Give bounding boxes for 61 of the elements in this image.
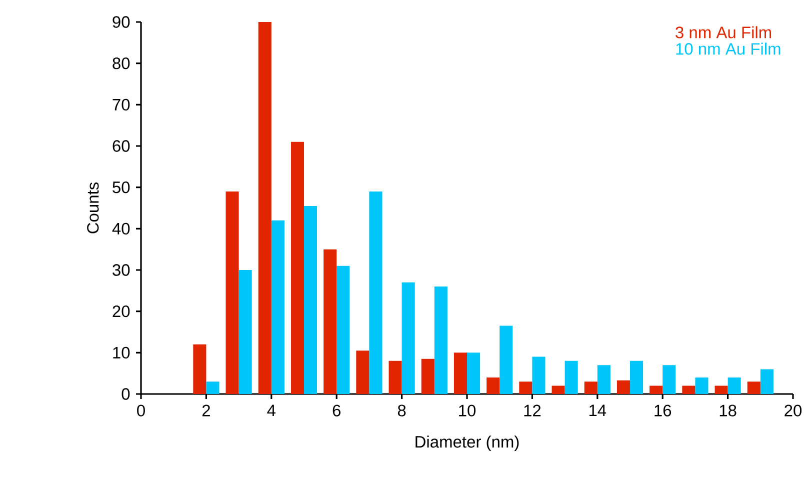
bar — [336, 266, 350, 394]
x-tick-label: 20 — [784, 404, 802, 416]
bar — [500, 326, 513, 394]
bar — [434, 286, 448, 394]
bar — [238, 270, 252, 394]
y-tick-label: 10 — [113, 346, 130, 359]
y-tick-label: 50 — [112, 182, 130, 194]
x-tick-label: 18 — [720, 404, 736, 416]
bar — [760, 369, 774, 394]
bar — [388, 360, 402, 394]
bar — [682, 386, 696, 394]
x-tick-label: 16 — [654, 404, 672, 416]
bar — [402, 282, 415, 394]
x-tick-label: 12 — [524, 404, 541, 416]
y-tick-label: 90 — [112, 16, 130, 28]
bar — [258, 22, 272, 394]
bar — [304, 206, 318, 394]
bar — [206, 382, 220, 394]
y-tick-label: 30 — [112, 264, 130, 276]
bar — [226, 191, 239, 394]
bar — [552, 386, 565, 394]
y-tick-label: 20 — [112, 306, 130, 318]
bar — [421, 358, 434, 394]
bar — [356, 350, 370, 394]
x-tick-label: 14 — [589, 404, 606, 416]
bar — [564, 360, 578, 394]
bar — [532, 356, 546, 394]
bar — [630, 360, 644, 394]
y-axis-title: Counts — [87, 182, 99, 234]
bar — [747, 382, 760, 394]
y-tick-label: 80 — [112, 58, 130, 70]
x-tick-label: 8 — [398, 404, 406, 416]
bar — [290, 142, 304, 394]
x-tick-label: 2 — [202, 404, 210, 416]
text: 3 nm Au Film — [676, 26, 772, 38]
y-tick-label: 70 — [112, 98, 130, 111]
bar — [714, 386, 728, 394]
bar — [454, 352, 468, 394]
bar — [486, 377, 500, 394]
bar — [519, 382, 532, 394]
bar — [369, 191, 382, 394]
bar — [584, 382, 598, 394]
bar — [324, 249, 337, 394]
x-tick-label: 10 — [459, 404, 476, 416]
x-tick-label: 0 — [137, 404, 145, 416]
y-tick-label: 40 — [112, 222, 130, 235]
text: 10 nm Au Film — [676, 42, 780, 55]
x-tick-label: 4 — [267, 404, 276, 416]
bar — [662, 365, 676, 394]
x-tick-label: 6 — [332, 404, 340, 416]
bar — [467, 352, 480, 394]
bar — [193, 344, 206, 394]
bar — [616, 380, 630, 394]
bar — [650, 386, 663, 394]
x-axis-title: Diameter (nm) — [416, 436, 519, 451]
y-tick-label: 60 — [112, 140, 130, 152]
bar — [597, 365, 610, 394]
y-tick-label: 0 — [122, 388, 130, 400]
bar — [728, 377, 741, 394]
bar — [271, 220, 284, 394]
bar — [695, 377, 708, 394]
